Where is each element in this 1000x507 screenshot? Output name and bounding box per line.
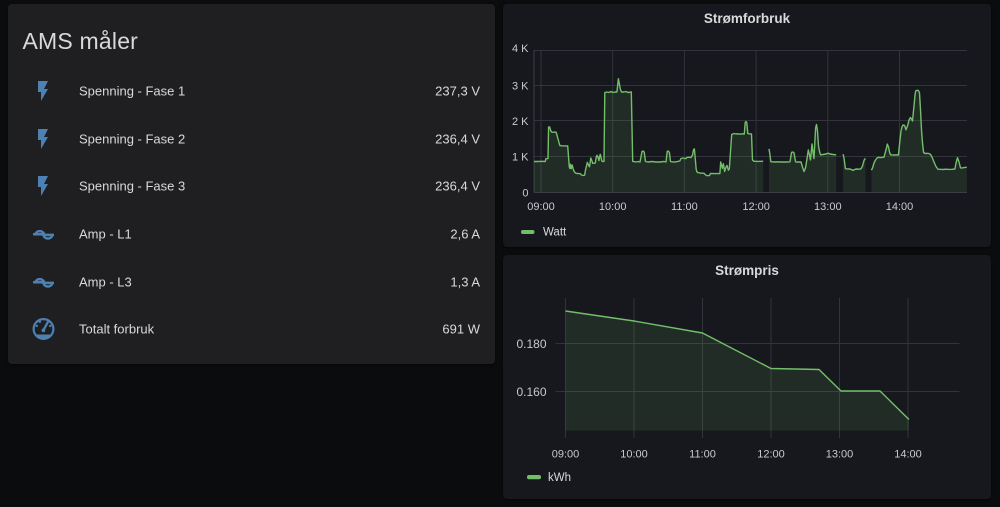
svg-text:14:00: 14:00	[886, 201, 914, 213]
svg-text:0.180: 0.180	[516, 337, 546, 351]
svg-text:Watt: Watt	[543, 227, 567, 239]
svg-text:10:00: 10:00	[599, 201, 627, 213]
svg-text:4 K: 4 K	[512, 43, 529, 55]
svg-text:11:00: 11:00	[671, 201, 698, 213]
svg-text:3 K: 3 K	[512, 81, 529, 93]
svg-text:10:00: 10:00	[620, 449, 648, 461]
svg-text:12:00: 12:00	[742, 201, 770, 213]
svg-text:2 K: 2 K	[512, 116, 529, 128]
svg-text:12:00: 12:00	[757, 449, 785, 461]
svg-text:0: 0	[522, 188, 528, 200]
svg-text:kWh: kWh	[548, 472, 571, 484]
svg-text:09:00: 09:00	[527, 201, 555, 213]
svg-text:13:00: 13:00	[814, 201, 842, 213]
svg-text:0.160: 0.160	[516, 385, 546, 399]
svg-text:13:00: 13:00	[826, 449, 854, 461]
svg-text:09:00: 09:00	[552, 449, 580, 461]
svg-text:1 K: 1 K	[512, 152, 529, 164]
svg-text:14:00: 14:00	[894, 449, 922, 461]
svg-text:11:00: 11:00	[689, 449, 716, 461]
